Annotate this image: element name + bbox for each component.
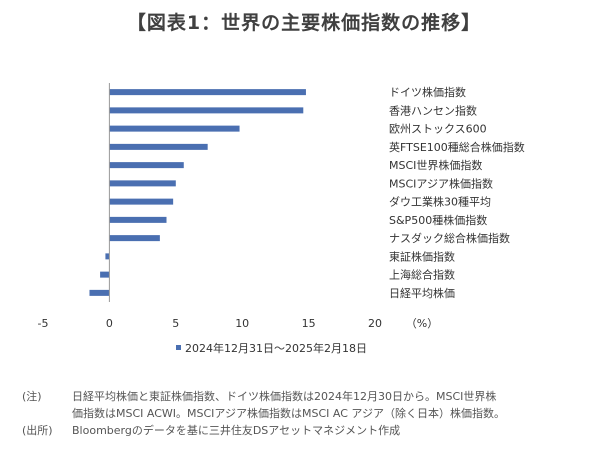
legend-swatch — [176, 345, 181, 350]
bar — [109, 180, 176, 187]
x-tick-label: 20 — [368, 317, 382, 330]
category-label: 欧州ストックス600 — [389, 123, 487, 136]
bar — [109, 198, 174, 205]
category-label: 上海総合指数 — [389, 268, 455, 282]
category-label: 英FTSE100種総合株価指数 — [389, 140, 525, 154]
source-tag: (出所) — [22, 424, 53, 437]
category-label: ナスダック総合株価指数 — [389, 231, 510, 245]
bar — [100, 271, 110, 278]
category-label: MSCI世界株価指数 — [389, 158, 482, 172]
legend-label: 2024年12月31日～2025年2月18日 — [185, 341, 367, 355]
bar — [109, 125, 240, 132]
x-tick-label: -5 — [38, 317, 49, 330]
bar — [109, 143, 208, 150]
x-unit-label: （%） — [406, 317, 438, 330]
note-block: (注) 日経平均株価と東証株価指数、ドイツ株価指数は2024年12月30日から。M… — [22, 388, 505, 439]
category-label: S&P500種株価指数 — [389, 213, 487, 227]
bar — [109, 235, 160, 242]
note-tag: (注) — [22, 390, 42, 403]
note-line: 日経平均株価と東証株価指数、ドイツ株価指数は2024年12月30日から。MSCI… — [72, 390, 497, 403]
x-tick-label: 15 — [302, 317, 316, 330]
category-label: 香港ハンセン指数 — [389, 103, 477, 117]
bar — [109, 107, 304, 114]
source-line: Bloombergのデータを基に三井住友DSアセットマネジメント作成 — [72, 424, 401, 437]
note-line: 価指数はMSCI ACWI。MSCIアジア株価指数はMSCI AC アジア（除く… — [72, 407, 505, 420]
x-tick-label: 10 — [235, 317, 249, 330]
page-title: 【図表1：世界の主要株価指数の推移】 — [126, 12, 482, 34]
category-label: ドイツ株価指数 — [389, 85, 466, 99]
category-label: 日経平均株価 — [389, 286, 455, 300]
category-label: 東証株価指数 — [389, 249, 455, 263]
bar — [109, 216, 167, 223]
bar — [89, 289, 110, 296]
category-label: MSCIアジア株価指数 — [389, 176, 493, 190]
bar — [109, 162, 184, 169]
x-tick-label: 0 — [106, 317, 113, 330]
bar — [109, 89, 306, 96]
x-tick-label: 5 — [172, 317, 179, 330]
category-label: ダウ工業株30種平均 — [389, 195, 491, 209]
bar — [105, 253, 110, 260]
